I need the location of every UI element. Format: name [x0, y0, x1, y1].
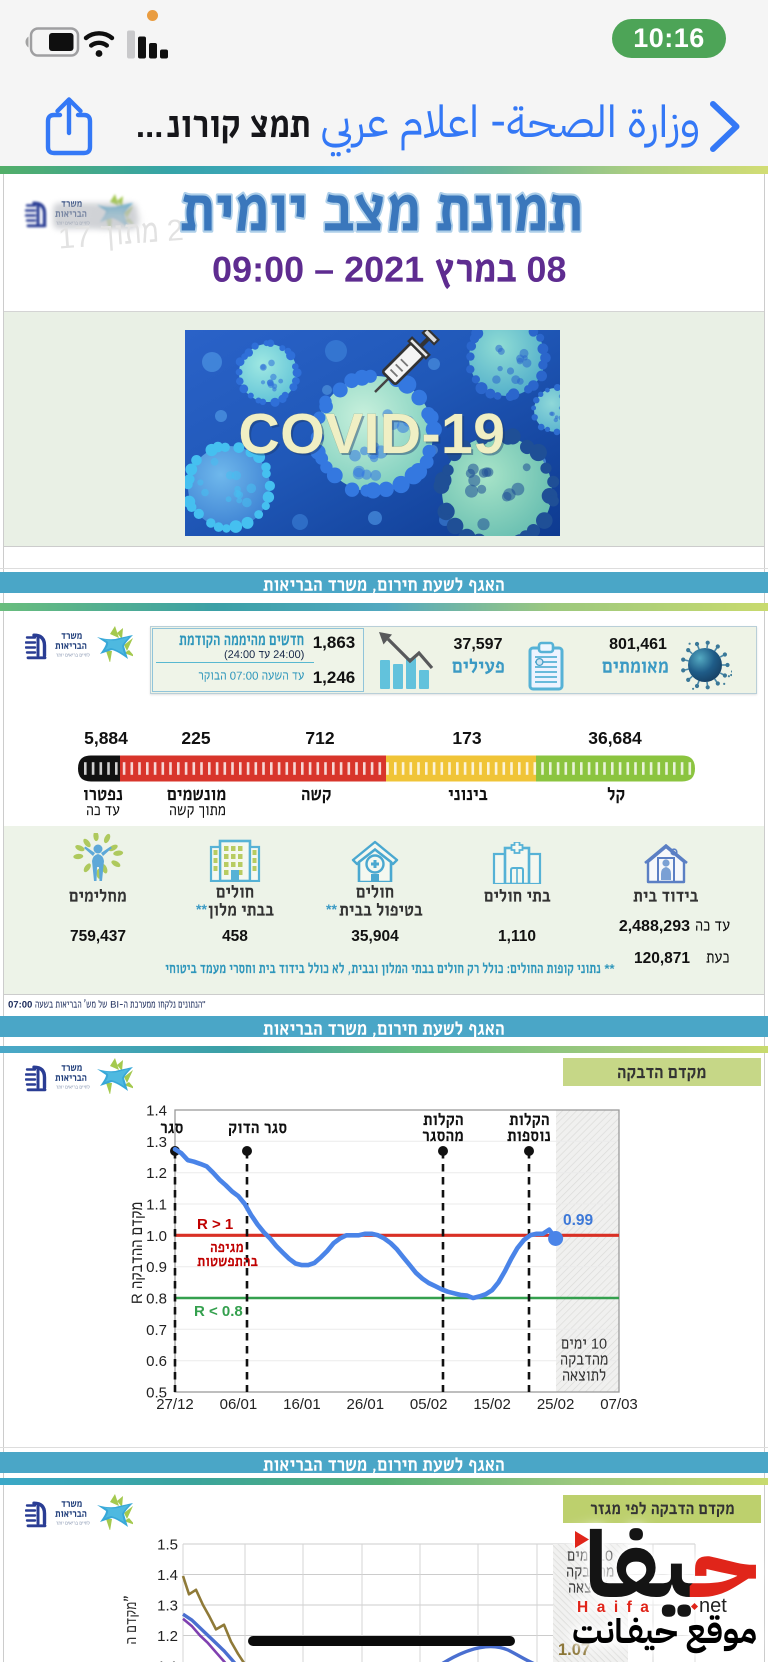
svg-text:15/02: 15/02 — [473, 1396, 511, 1413]
svg-text:COVID-19: COVID-19 — [241, 404, 508, 468]
svg-text:27/12: 27/12 — [156, 1396, 194, 1413]
svg-text:1.2: 1.2 — [146, 1165, 167, 1182]
svg-text:COVID-19: COVID-19 — [239, 402, 506, 466]
svg-text:1.2: 1.2 — [157, 1628, 178, 1645]
svg-text:1.4: 1.4 — [146, 1103, 167, 1120]
svg-text:07/03: 07/03 — [600, 1396, 638, 1413]
svg-text:1.1: 1.1 — [157, 1659, 178, 1662]
svg-text:25/02: 25/02 — [537, 1396, 575, 1413]
svg-text:1.3: 1.3 — [157, 1598, 178, 1615]
svg-text:26/01: 26/01 — [347, 1396, 385, 1413]
svg-text:1.3: 1.3 — [146, 1134, 167, 1151]
svg-text:0.7: 0.7 — [146, 1322, 167, 1339]
svg-text:0.5: 0.5 — [146, 1385, 167, 1402]
svg-text:16/01: 16/01 — [283, 1396, 321, 1413]
svg-text:0.9: 0.9 — [146, 1259, 167, 1276]
svg-text:net: net — [699, 1595, 727, 1617]
svg-text:06/01: 06/01 — [220, 1396, 258, 1413]
svg-text:05/02: 05/02 — [410, 1396, 448, 1413]
svg-text:Haifa: Haifa — [577, 1599, 657, 1616]
svg-text:1.5: 1.5 — [157, 1537, 178, 1554]
svg-text:1.0: 1.0 — [146, 1228, 167, 1245]
svg-text:0.8: 0.8 — [146, 1291, 167, 1308]
svg-text:0.6: 0.6 — [146, 1353, 167, 1370]
svg-text:1.1: 1.1 — [146, 1197, 167, 1214]
svg-text:1.4: 1.4 — [157, 1567, 178, 1584]
